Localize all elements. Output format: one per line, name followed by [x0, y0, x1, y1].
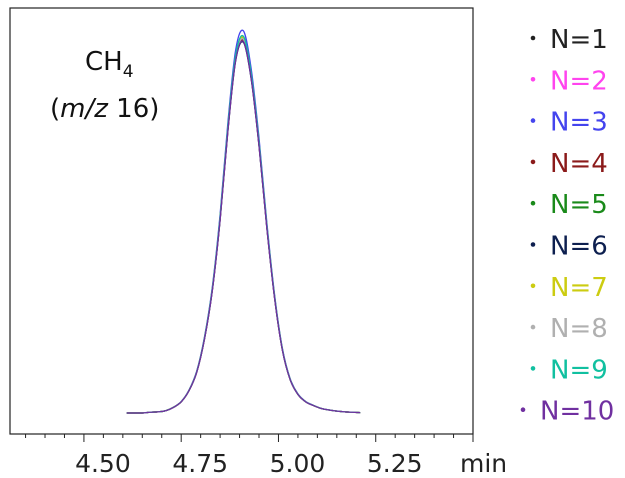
x-tick-label: 4.50 [75, 449, 131, 478]
legend-label: N=6 [550, 232, 608, 262]
x-tick-label: 4.75 [172, 449, 228, 478]
legend-marker [530, 77, 536, 82]
trace-n-3 [126, 29, 361, 414]
legend-marker [530, 159, 536, 165]
trace-n-4 [126, 39, 361, 414]
legend-item: N=5 [530, 190, 608, 220]
traces [126, 29, 361, 414]
annotation-mz-value: 16) [108, 94, 160, 124]
trace-n-10 [126, 40, 361, 414]
legend-label: N=9 [550, 355, 608, 385]
annotation-species: CH4 [85, 47, 134, 82]
annotation-subscript: 4 [123, 62, 134, 82]
legend-label: N=2 [550, 66, 608, 96]
legend: N=1 N=2 N=3 N=4 N=5 N=6 N=7 N=8 N=9 N=10 [520, 25, 614, 427]
x-axis-label: min [460, 449, 507, 478]
legend-label: N=7 [550, 273, 608, 303]
legend-label: N=10 [540, 397, 614, 427]
legend-item: N=6 [530, 232, 608, 262]
legend-item: N=1 [530, 25, 608, 55]
x-axis-tick-labels: 4.50 4.75 5.00 5.25 [75, 449, 422, 478]
trace-n-1 [126, 37, 361, 414]
legend-label: N=8 [550, 314, 608, 344]
trace-n-6 [126, 41, 361, 414]
x-tick-label: 5.00 [270, 449, 326, 478]
trace-n-7 [126, 36, 361, 414]
legend-marker [530, 366, 536, 371]
legend-marker [520, 407, 526, 413]
annotation-open-paren: ( [50, 94, 60, 124]
legend-item: N=8 [530, 314, 608, 344]
legend-item: N=9 [530, 355, 608, 385]
legend-item: N=3 [530, 108, 608, 138]
annotation-mz-label: m/z [60, 94, 109, 124]
legend-item: N=10 [520, 397, 614, 427]
plot-frame [9, 7, 474, 435]
annotation-formula: CH [85, 47, 123, 77]
legend-item: N=2 [530, 66, 608, 96]
trace-n-9 [126, 34, 361, 414]
legend-label: N=1 [550, 25, 608, 55]
trace-n-8 [126, 37, 361, 414]
trace-n-2 [126, 35, 361, 414]
legend-label: N=3 [550, 108, 608, 138]
legend-marker [530, 35, 536, 41]
legend-label: N=4 [550, 149, 608, 179]
trace-n-5 [126, 37, 361, 414]
legend-marker [530, 242, 536, 247]
x-axis-ticks [25, 434, 474, 442]
legend-marker [530, 118, 536, 123]
legend-item: N=4 [530, 149, 608, 179]
x-tick-label: 5.25 [367, 449, 423, 478]
legend-label: N=5 [550, 190, 608, 220]
legend-item: N=7 [530, 273, 608, 303]
legend-marker [530, 200, 536, 206]
annotation-mz: (m/z 16) [50, 94, 159, 124]
legend-marker [530, 324, 536, 330]
legend-marker [530, 283, 536, 289]
